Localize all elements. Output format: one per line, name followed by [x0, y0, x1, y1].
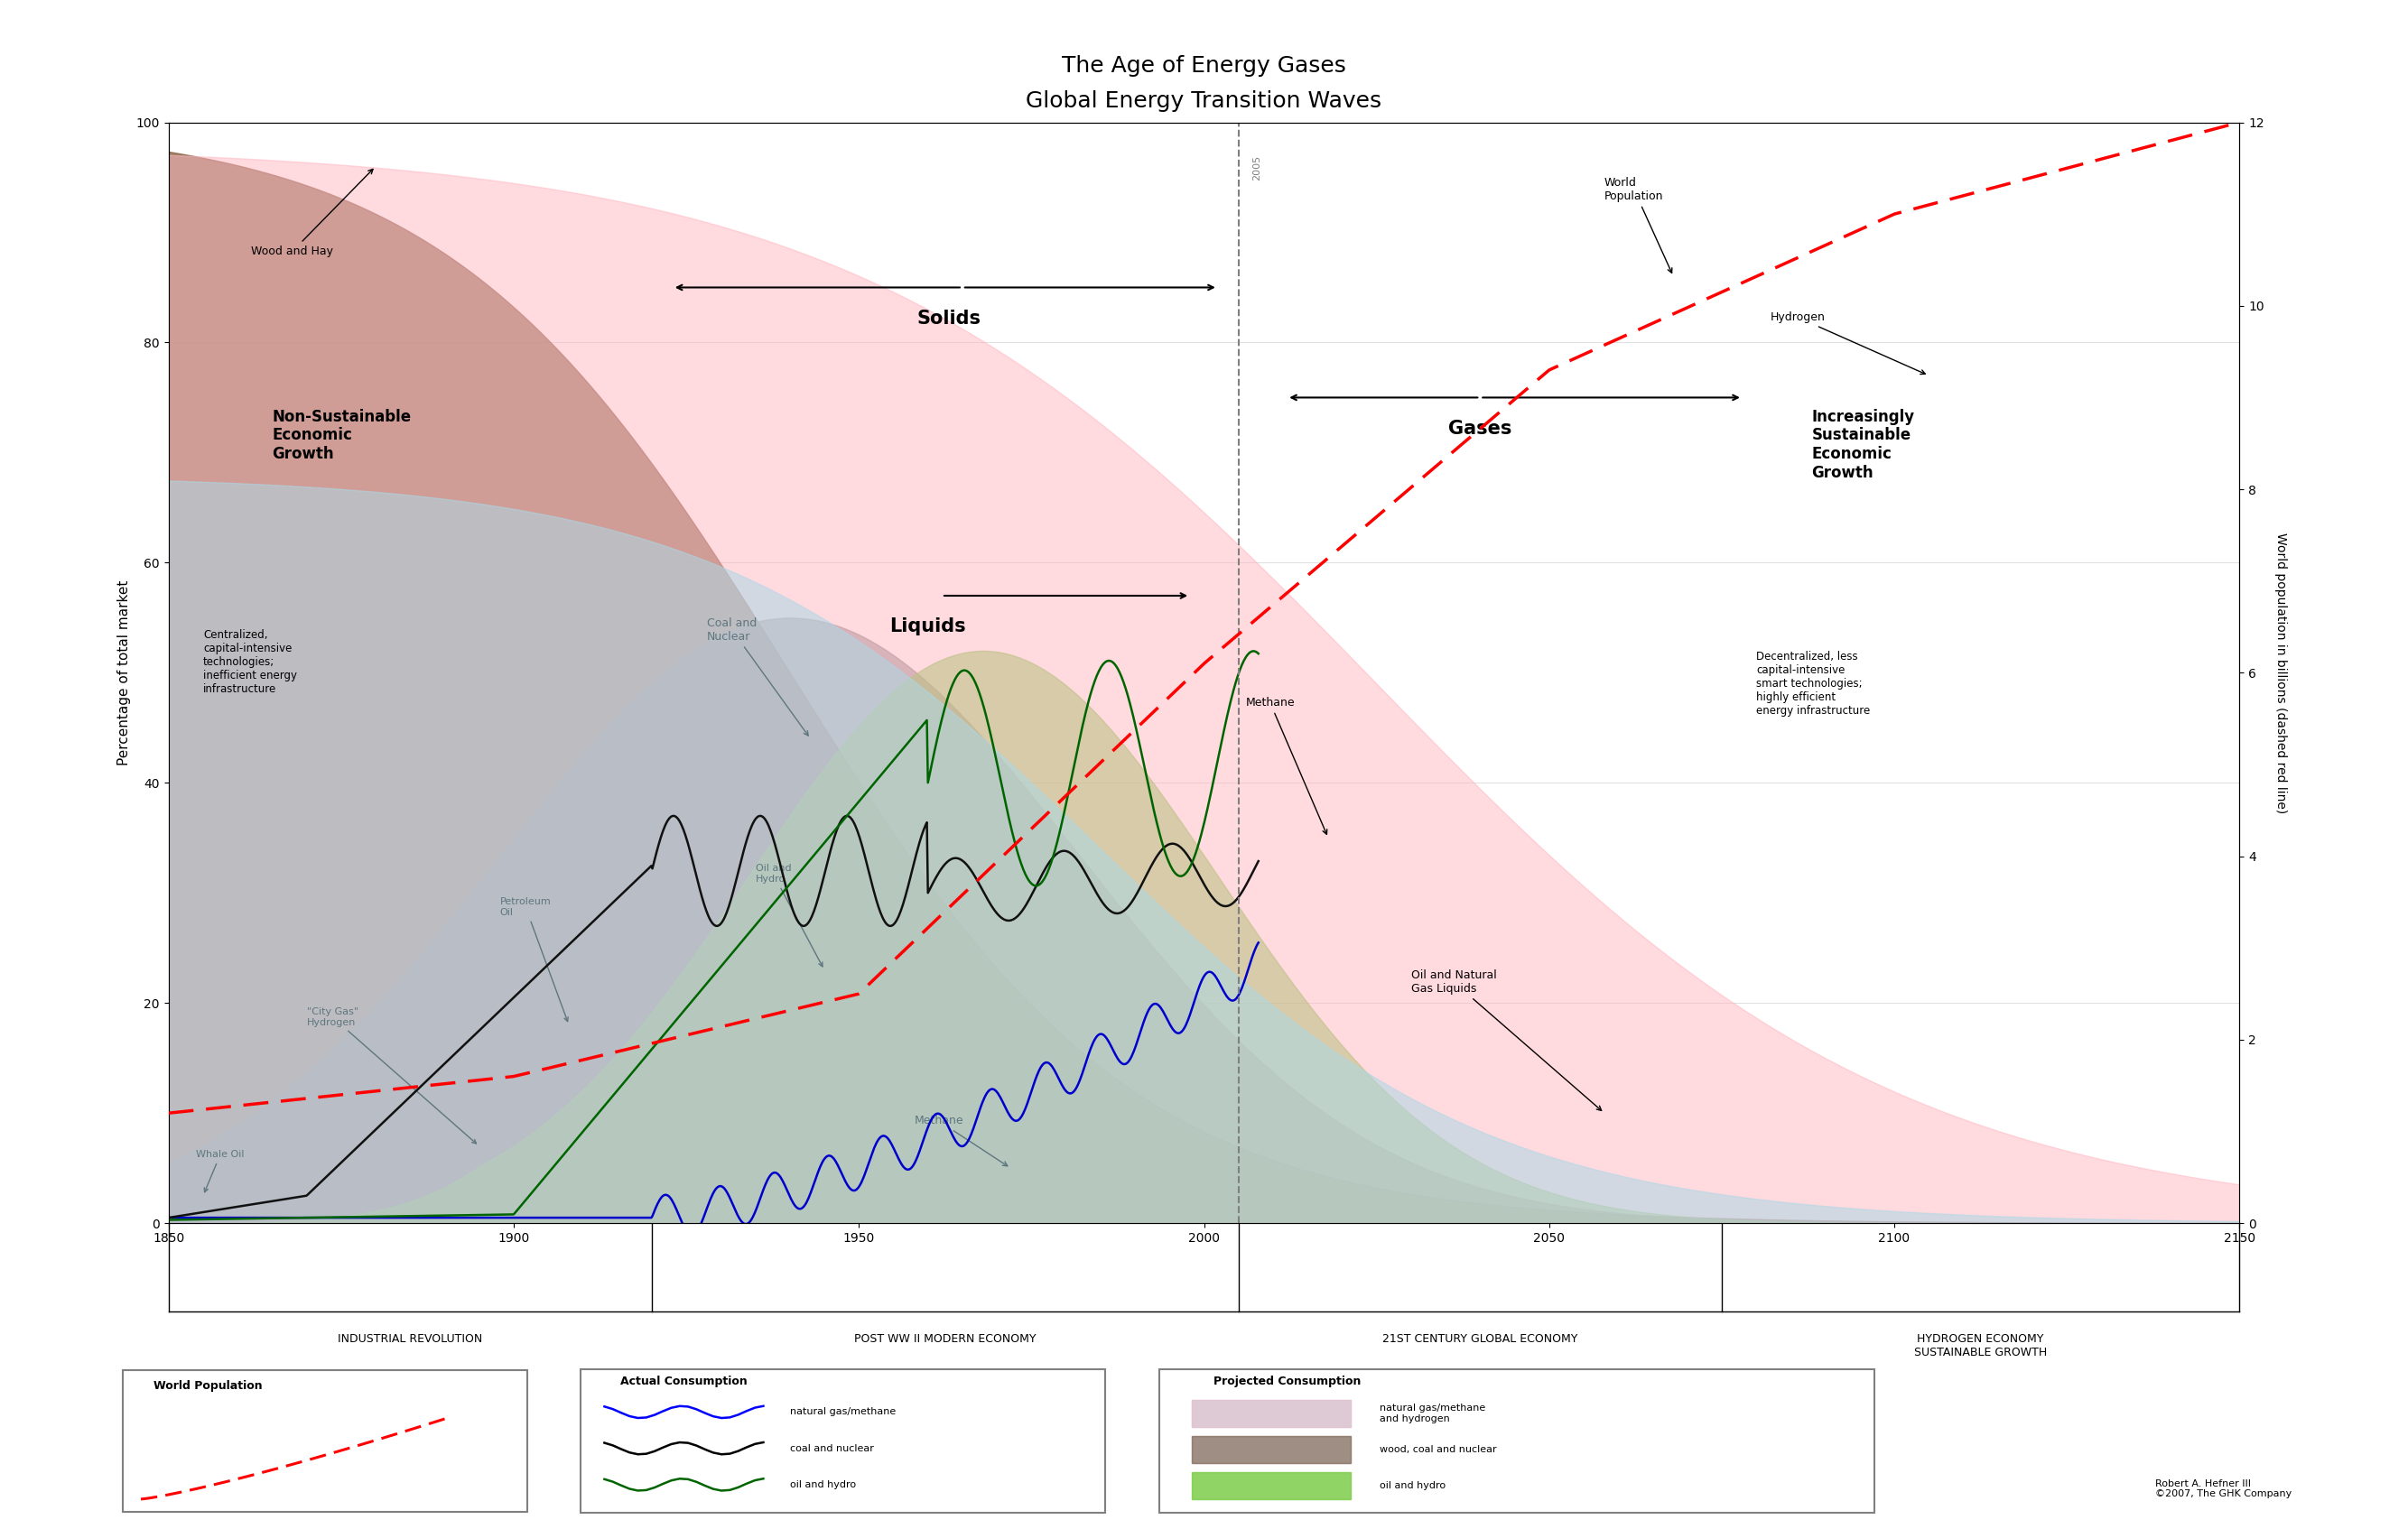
- Text: natural gas/methane
and hydrogen: natural gas/methane and hydrogen: [1380, 1404, 1486, 1423]
- Text: Petroleum
Oil: Petroleum Oil: [501, 898, 568, 1021]
- Text: 21ST CENTURY GLOBAL ECONOMY: 21ST CENTURY GLOBAL ECONOMY: [1382, 1333, 1577, 1346]
- Text: coal and nuclear: coal and nuclear: [790, 1443, 874, 1453]
- Text: POST WW II MODERN ECONOMY: POST WW II MODERN ECONOMY: [855, 1333, 1035, 1346]
- Text: oil and hydro: oil and hydro: [790, 1480, 855, 1489]
- Text: Increasingly
Sustainable
Economic
Growth: Increasingly Sustainable Economic Growth: [1811, 408, 1914, 482]
- Bar: [1192, 1401, 1351, 1427]
- Text: Projected Consumption: Projected Consumption: [1214, 1376, 1361, 1387]
- Text: "City Gas"
Hydrogen: "City Gas" Hydrogen: [306, 1008, 477, 1144]
- Bar: [1192, 1436, 1351, 1463]
- Text: Robert A. Hefner III
©2007, The GHK Company: Robert A. Hefner III ©2007, The GHK Comp…: [2155, 1479, 2292, 1498]
- Text: Solids: Solids: [917, 309, 980, 327]
- Title: The Age of Energy Gases
Global Energy Transition Waves: The Age of Energy Gases Global Energy Tr…: [1026, 55, 1382, 112]
- Text: Decentralized, less
capital-intensive
smart technologies;
highly efficient
energ: Decentralized, less capital-intensive sm…: [1755, 651, 1871, 717]
- Text: oil and hydro: oil and hydro: [1380, 1482, 1445, 1491]
- Text: Liquids: Liquids: [889, 618, 966, 636]
- Text: natural gas/methane: natural gas/methane: [790, 1408, 896, 1416]
- Text: Centralized,
capital-intensive
technologies;
inefficient energy
infrastructure: Centralized, capital-intensive technolog…: [202, 628, 296, 694]
- Text: World Population: World Population: [154, 1381, 262, 1391]
- Bar: [1192, 1472, 1351, 1498]
- Bar: [1192, 1401, 1351, 1427]
- Text: Coal and
Nuclear: Coal and Nuclear: [708, 618, 809, 735]
- Text: Actual Consumption: Actual Consumption: [621, 1376, 746, 1387]
- Bar: [1192, 1436, 1351, 1463]
- Text: HYDROGEN ECONOMY
SUSTAINABLE GROWTH: HYDROGEN ECONOMY SUSTAINABLE GROWTH: [1914, 1333, 2047, 1359]
- Y-axis label: World population in billions (dashed red line): World population in billions (dashed red…: [2273, 532, 2288, 813]
- Text: Gases: Gases: [1447, 419, 1512, 437]
- Text: Oil and Natural
Gas Liquids: Oil and Natural Gas Liquids: [1411, 969, 1601, 1110]
- Text: Wood and Hay: Wood and Hay: [250, 170, 373, 257]
- Text: World
Population: World Population: [1604, 177, 1671, 272]
- Y-axis label: Percentage of total market: Percentage of total market: [118, 579, 130, 766]
- Text: Hydrogen: Hydrogen: [1770, 312, 1926, 375]
- Text: Methane: Methane: [915, 1115, 1007, 1167]
- Text: wood, coal and nuclear: wood, coal and nuclear: [1380, 1445, 1498, 1454]
- Text: Methane: Methane: [1245, 697, 1327, 835]
- Text: 2005: 2005: [1252, 156, 1262, 180]
- Text: Whale Oil: Whale Oil: [195, 1150, 246, 1193]
- Text: Oil and
Hydro: Oil and Hydro: [756, 864, 824, 966]
- Text: INDUSTRIAL REVOLUTION: INDUSTRIAL REVOLUTION: [337, 1333, 482, 1346]
- Text: Non-Sustainable
Economic
Growth: Non-Sustainable Economic Growth: [272, 408, 412, 462]
